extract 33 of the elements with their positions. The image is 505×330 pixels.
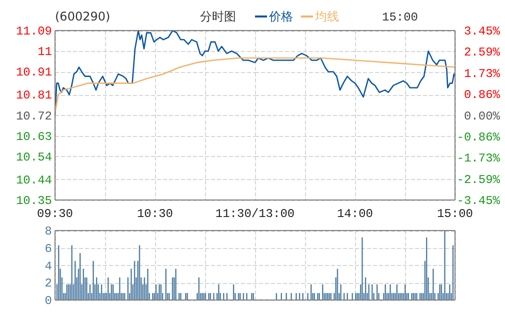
y-tick-label: 2 <box>44 276 52 291</box>
text: 3.45% <box>464 24 500 38</box>
y-tick-label: 10.91 <box>16 66 52 80</box>
y-tick-label: 4 <box>44 259 52 274</box>
y-tick-label: 6 <box>44 242 52 256</box>
text: 0.00% <box>464 109 500 124</box>
text: -0.86% <box>456 130 500 144</box>
y-tick-label: 11 <box>38 45 52 60</box>
y-tick-label: 11.09 <box>16 24 52 38</box>
text: -3.45% <box>456 194 500 208</box>
y-tick-label: 10.63 <box>16 130 52 144</box>
text: -2.59% <box>456 172 500 187</box>
text: -1.73% <box>456 152 500 166</box>
legend-label: 均线 <box>314 10 339 24</box>
x-tick-label: 11:30/13:00 <box>215 207 295 221</box>
text: 1.73% <box>464 66 500 81</box>
text: 2.59% <box>464 46 500 60</box>
x-tick-label: 14:00 <box>336 207 374 221</box>
x-tick-label: 10:30 <box>136 207 174 221</box>
chart-title: (600290) <box>55 10 110 24</box>
text: 0.86% <box>464 88 500 102</box>
y-tick-label: 10.35 <box>16 194 52 208</box>
y-tick-label: 10.54 <box>16 150 52 164</box>
y-tick-label: 10.44 <box>16 173 52 188</box>
text: 15:00 <box>382 10 418 24</box>
x-tick-label: 15:00 <box>436 207 474 221</box>
x-tick-label: 09:30 <box>36 207 74 221</box>
chart-subtitle: 分时图 <box>200 10 236 24</box>
y-tick-label: 8 <box>44 224 52 238</box>
y-tick-label: 0 <box>44 294 52 308</box>
y-tick-label: 10.72 <box>16 109 52 124</box>
legend-label: 价格 <box>268 10 293 24</box>
y-tick-label: 10.81 <box>16 88 52 103</box>
